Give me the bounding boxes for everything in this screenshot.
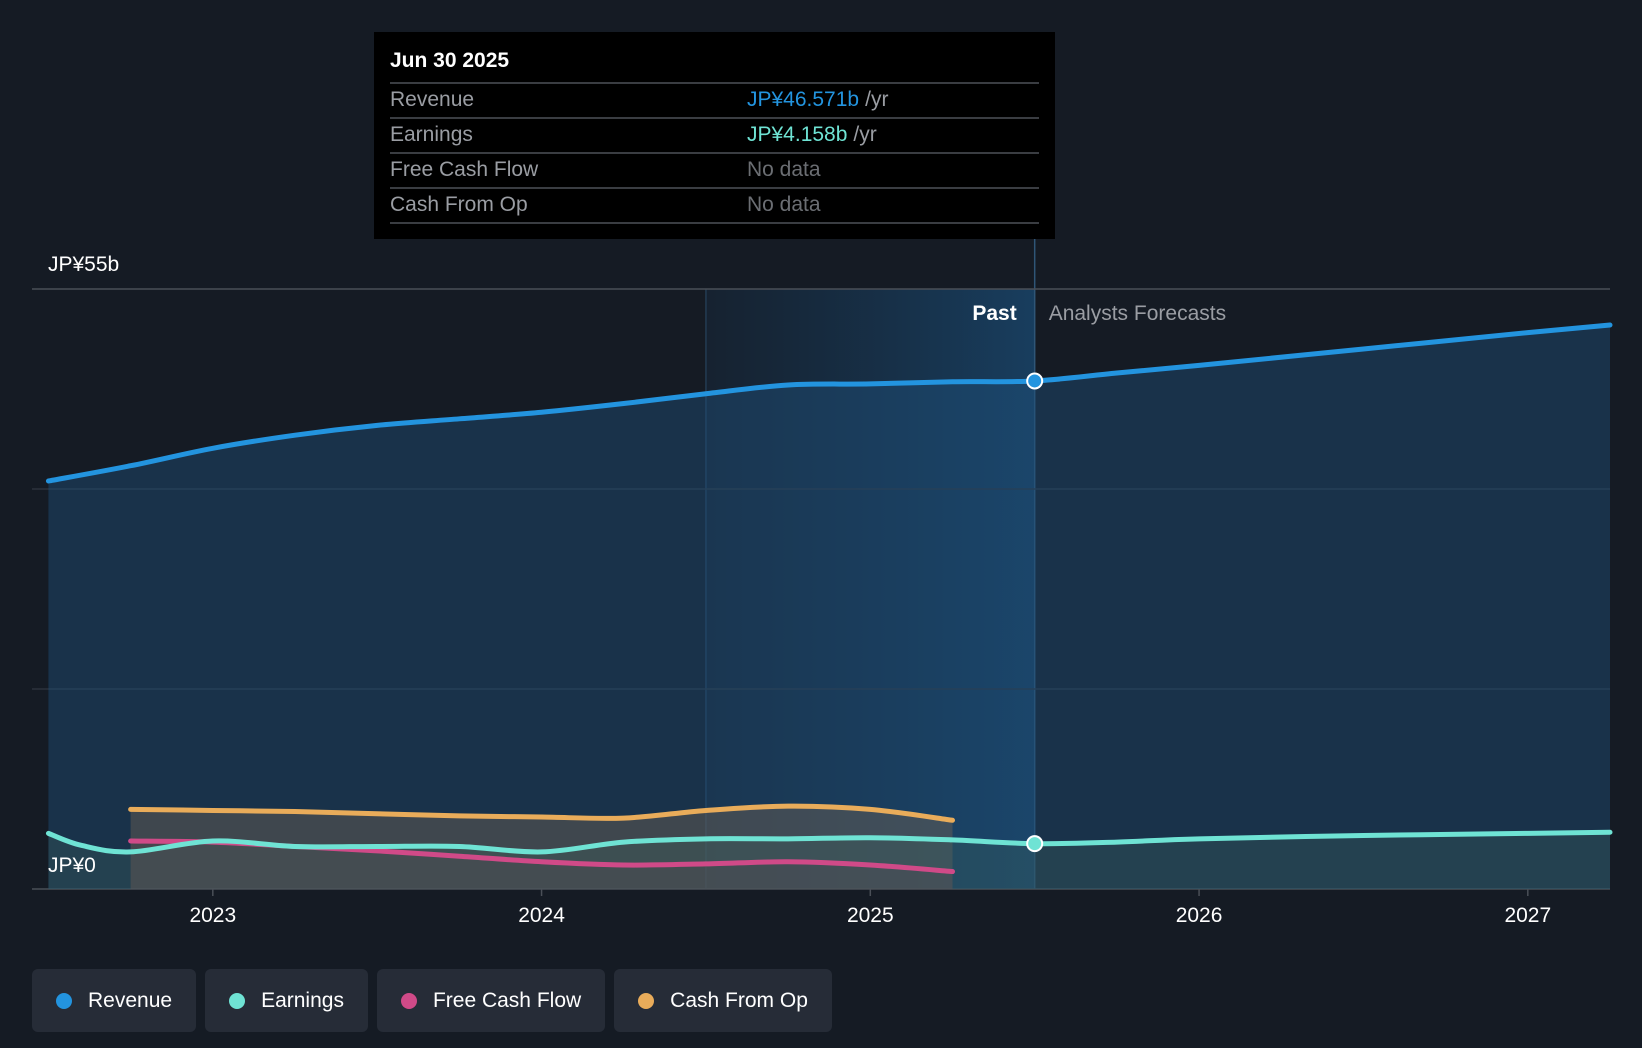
marker-revenue [1026, 372, 1044, 390]
legend-item-earnings[interactable]: Earnings [205, 969, 368, 1032]
legend-label: Revenue [88, 988, 173, 1012]
marker-earnings [1026, 835, 1044, 853]
tooltip-label: Earnings [390, 123, 473, 146]
legend-item-cash-from-op[interactable]: Cash From Op [614, 969, 832, 1032]
tooltip: Jun 30 2025 Revenue JP¥46.571b/yr Earnin… [374, 32, 1055, 239]
series-line-earnings [45, 829, 1613, 855]
tooltip-row-free-cash-flow: Free Cash Flow No data [390, 152, 1039, 187]
forecast-label: Analysts Forecasts [1049, 302, 1226, 325]
legend-item-free-cash-flow[interactable]: Free Cash Flow [376, 969, 606, 1032]
area-revenue [48, 325, 1610, 889]
x-tick-label: 2025 [847, 904, 894, 927]
tooltip-date: Jun 30 2025 [390, 49, 510, 72]
x-tick-label: 2026 [1176, 904, 1223, 927]
legend-label: Free Cash Flow [432, 988, 582, 1012]
tooltip-label: Revenue [390, 88, 475, 111]
area-cash-from-op [130, 806, 953, 889]
tooltip-value: JP¥4.158b/yr [747, 123, 877, 146]
area-free-cash-flow [130, 841, 953, 889]
tooltip-value: No data [747, 158, 821, 181]
tooltip-value: JP¥46.571b/yr [747, 88, 889, 111]
tooltip-value: No data [747, 193, 821, 216]
earnings-dot-icon [229, 992, 246, 1009]
x-tick-label: 2027 [1504, 904, 1551, 927]
x-tick-label: 2023 [189, 904, 236, 927]
free-cash-flow-dot-icon [400, 992, 417, 1009]
tooltip-label: Cash From Op [390, 193, 528, 216]
legend-label: Earnings [261, 988, 344, 1012]
tooltip-row-cash-from-op: Cash From Op No data [390, 187, 1039, 224]
cash-from-op-dot-icon [638, 992, 655, 1009]
legend: Revenue Earnings Free Cash Flow Cash Fro… [32, 969, 832, 1032]
tooltip-row-revenue: Revenue JP¥46.571b/yr [390, 82, 1039, 117]
y-tick-label: JP¥0 [48, 854, 96, 877]
past-label: Past [972, 302, 1016, 325]
legend-item-revenue[interactable]: Revenue [32, 969, 197, 1032]
legend-label: Cash From Op [670, 988, 808, 1012]
y-tick-label: JP¥55b [48, 253, 119, 276]
tooltip-row-earnings: Earnings JP¥4.158b/yr [390, 117, 1039, 152]
series-line-cash-from-op [128, 803, 955, 823]
series-line-revenue [45, 322, 1613, 484]
revenue-dot-icon [56, 992, 72, 1009]
tooltip-label: Free Cash Flow [390, 158, 539, 181]
x-tick-label: 2024 [518, 904, 565, 927]
